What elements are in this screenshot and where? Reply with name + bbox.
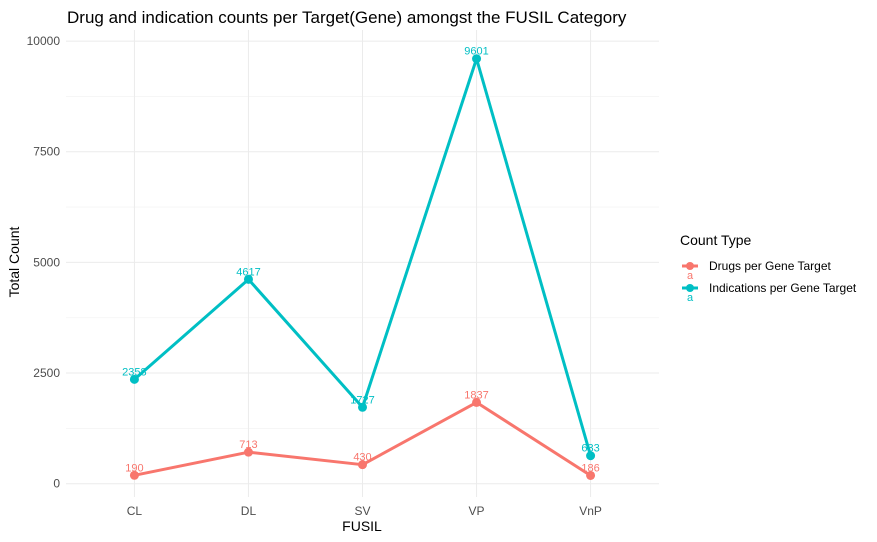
data-labels: 190 713 430 1837 186 2358 4617 1727 9601 633 [122, 46, 600, 475]
legend-item-label: Drugs per Gene Target [709, 259, 832, 273]
data-label: 1727 [350, 394, 374, 406]
chart-title: Drug and indication counts per Target(Ge… [67, 8, 627, 27]
data-point [472, 397, 482, 407]
legend-key-point [686, 262, 694, 270]
x-tick-label: DL [241, 504, 257, 518]
series-group [129, 54, 596, 480]
data-label: 1837 [464, 389, 488, 401]
data-label: 633 [581, 443, 599, 455]
y-tick-label: 10000 [27, 34, 61, 48]
data-point [358, 460, 367, 470]
legend-title: Count Type [680, 232, 752, 248]
y-tick-label: 0 [53, 477, 60, 491]
y-tick-label: 2500 [33, 366, 60, 380]
data-point [129, 470, 139, 480]
gridlines [66, 30, 659, 497]
data-point [243, 274, 253, 284]
y-tick-label: 5000 [33, 255, 60, 269]
x-tick-label: VnP [579, 504, 602, 518]
y-axis-title: Total Count [6, 226, 22, 297]
data-label: 4617 [236, 266, 260, 278]
x-axis-ticks: CL DL SV VP VnP [127, 504, 602, 518]
data-label: 713 [239, 439, 257, 451]
legend-key-point [686, 284, 694, 292]
legend: Count Type a Drugs per Gene Target a Indica… [680, 232, 857, 304]
legend-key-glyph: a [687, 292, 694, 304]
data-point [243, 447, 253, 457]
x-tick-label: CL [127, 504, 143, 518]
x-axis-title: FUSIL [342, 518, 382, 534]
data-label: 190 [125, 462, 143, 474]
data-label: 2358 [122, 366, 146, 378]
data-point [358, 402, 367, 412]
data-label: 9601 [464, 46, 488, 58]
data-point [586, 451, 596, 461]
data-point [586, 470, 596, 480]
data-label: 430 [353, 452, 371, 464]
y-tick-label: 7500 [33, 145, 60, 159]
legend-key-glyph: a [687, 270, 694, 282]
x-tick-label: VP [469, 504, 485, 518]
y-axis-ticks: 0 2500 5000 7500 10000 [27, 34, 61, 491]
x-tick-label: SV [354, 504, 370, 518]
legend-item-label: Indications per Gene Target [709, 281, 857, 295]
data-label: 186 [581, 462, 599, 474]
data-point [129, 374, 139, 384]
data-point [472, 54, 482, 64]
